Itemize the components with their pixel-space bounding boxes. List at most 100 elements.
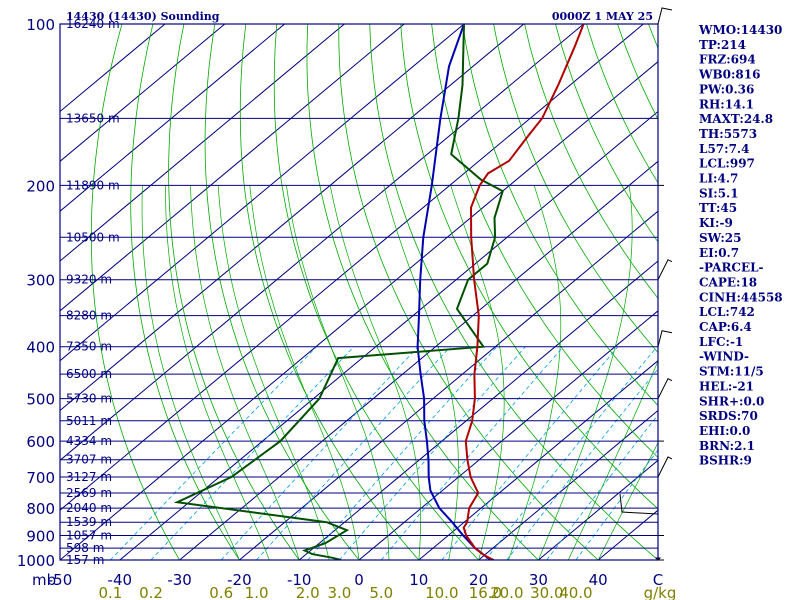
isobar-lines [60, 23, 658, 561]
height-tick-label: 7350 m [66, 340, 112, 354]
parcel-path-line [416, 24, 492, 560]
mixing-ratio-tick-label: 2.0 [296, 584, 320, 600]
index-entry: SI:5.1 [699, 186, 739, 200]
isotherm-line [478, 409, 658, 560]
height-tick-label: 1539 m [66, 515, 112, 529]
mixing-ratio-line [546, 414, 658, 560]
mixing-ratio-tick-label: 40.0 [559, 584, 592, 600]
isotherm-line [60, 24, 584, 461]
temperature-line [462, 24, 585, 560]
index-entry: -WIND- [699, 350, 749, 364]
index-entry: RH:14.1 [699, 97, 754, 111]
temperature-tick-label: 0 [354, 571, 364, 589]
index-entry: PW:0.36 [699, 82, 754, 96]
dewpoint-line [173, 24, 504, 560]
mixing-ratio-unit-label: g/kg [644, 584, 677, 600]
moist-adiabat-line [538, 185, 633, 560]
temperature-tick-label: -30 [167, 571, 192, 589]
isotherm-line [60, 61, 658, 560]
index-entry: KI:-9 [699, 216, 733, 230]
mixing-ratio-tick-label: 3.0 [327, 584, 351, 600]
mixing-ratio-tick-label: 0.1 [98, 584, 122, 600]
pressure-tick-label: 600 [26, 433, 55, 451]
height-tick-label: 3707 m [66, 453, 112, 467]
index-entry: MAXT:24.8 [699, 112, 773, 126]
index-entry: BSHR:9 [699, 454, 752, 468]
moist-adiabat-line [567, 360, 658, 560]
isotherm-line [119, 110, 658, 560]
wind-barb [657, 7, 673, 25]
index-entry: LFC:-1 [699, 335, 743, 349]
mixing-ratio-tick-label: 1.0 [245, 584, 269, 600]
index-entry: LI:4.7 [699, 172, 738, 186]
axis-labels: 16240 m 13650 m 11890 m 10500 m 9320 m 8280 m… [17, 16, 677, 600]
height-tick-label: 5011 m [66, 414, 112, 428]
isotherm-line [358, 310, 658, 560]
background-grid [60, 24, 658, 560]
index-entry: TT:45 [699, 201, 737, 215]
pressure-tick-label: 400 [26, 339, 55, 357]
mixing-ratio-tick-label: 10.0 [425, 584, 458, 600]
pressure-tick-label: 300 [26, 272, 55, 290]
index-entry: -PARCEL- [699, 261, 764, 275]
temperature-tick-label: 40 [589, 571, 608, 589]
mixing-ratio-tick-label: 0.6 [209, 584, 233, 600]
height-tick-label: 16240 m [66, 17, 120, 31]
index-entry: LCL:997 [699, 157, 755, 171]
pressure-tick-label: 800 [26, 500, 55, 518]
temperature-tick-label: 10 [409, 571, 428, 589]
mixing-ratio-line [307, 346, 497, 560]
mixing-ratio-line [441, 346, 619, 560]
index-entry: HEL:-21 [699, 379, 754, 393]
pressure-tick-label: 700 [26, 469, 55, 487]
index-entry: EI:0.7 [699, 246, 739, 260]
temperature-tick-label: -20 [227, 571, 252, 589]
index-entry: SRDS:70 [699, 409, 758, 423]
moist-adiabat-line [165, 185, 270, 560]
moist-adiabat-line [217, 185, 330, 560]
height-tick-label: 4334 m [66, 434, 112, 448]
index-entry: EHI:0.0 [699, 424, 750, 438]
isotherm-line [60, 24, 285, 212]
temperature-tick-label: 30 [529, 571, 548, 589]
isotherm-line [60, 24, 345, 262]
sounding-datetime: 0000Z 1 MAY 25 [552, 10, 653, 23]
index-entry: SHR+:0.0 [699, 394, 764, 408]
height-tick-label: 1057 m [66, 529, 112, 543]
index-entry: FRZ:694 [699, 53, 756, 67]
index-entry: CINH:44558 [699, 290, 783, 304]
temperature-tick-label: 20 [469, 571, 488, 589]
height-tick-label: 11890 m [66, 178, 120, 192]
isotherm-line [298, 260, 658, 560]
dry-adiabat-line [239, 24, 420, 560]
sounding-profiles [173, 24, 585, 560]
isotherm-line [60, 24, 226, 162]
isotherm-line [418, 360, 658, 560]
index-entry: CAPE:18 [699, 275, 757, 289]
isotherm-line [60, 24, 465, 362]
index-entry: L57:7.4 [699, 142, 749, 156]
indices-panel: WMO:14430TP:214FRZ:694WB0:816PW:0.36RH:1… [698, 23, 783, 468]
index-entry: TP:214 [699, 38, 746, 52]
index-entry: STM:11/5 [699, 365, 764, 379]
moist-adiabat-line [508, 185, 562, 560]
mixing-ratio-tick-label: 20.0 [490, 584, 523, 600]
mixing-ratio-tick-label: 30.0 [530, 584, 563, 600]
pressure-tick-label: 1000 [17, 552, 55, 570]
pressure-tick-label: 900 [26, 528, 55, 546]
isotherm-line [179, 160, 658, 560]
mixing-ratio-tick-label: 5.0 [369, 584, 393, 600]
height-tick-label: 598 m [66, 541, 104, 555]
height-tick-label: 13650 m [66, 111, 120, 125]
temperature-tick-label: -10 [287, 571, 312, 589]
height-tick-label: 2569 m [66, 486, 112, 500]
plot-frame [59, 23, 659, 561]
mixing-ratio-tick-label: 0.2 [139, 584, 163, 600]
index-entry: BRN:2.1 [699, 439, 755, 453]
height-tick-label: 6500 m [66, 367, 112, 381]
wind-barb [657, 456, 673, 478]
height-tick-label: 3127 m [66, 470, 112, 484]
moist-adiabat-line [597, 442, 658, 560]
index-entry: TH:5573 [699, 127, 757, 141]
